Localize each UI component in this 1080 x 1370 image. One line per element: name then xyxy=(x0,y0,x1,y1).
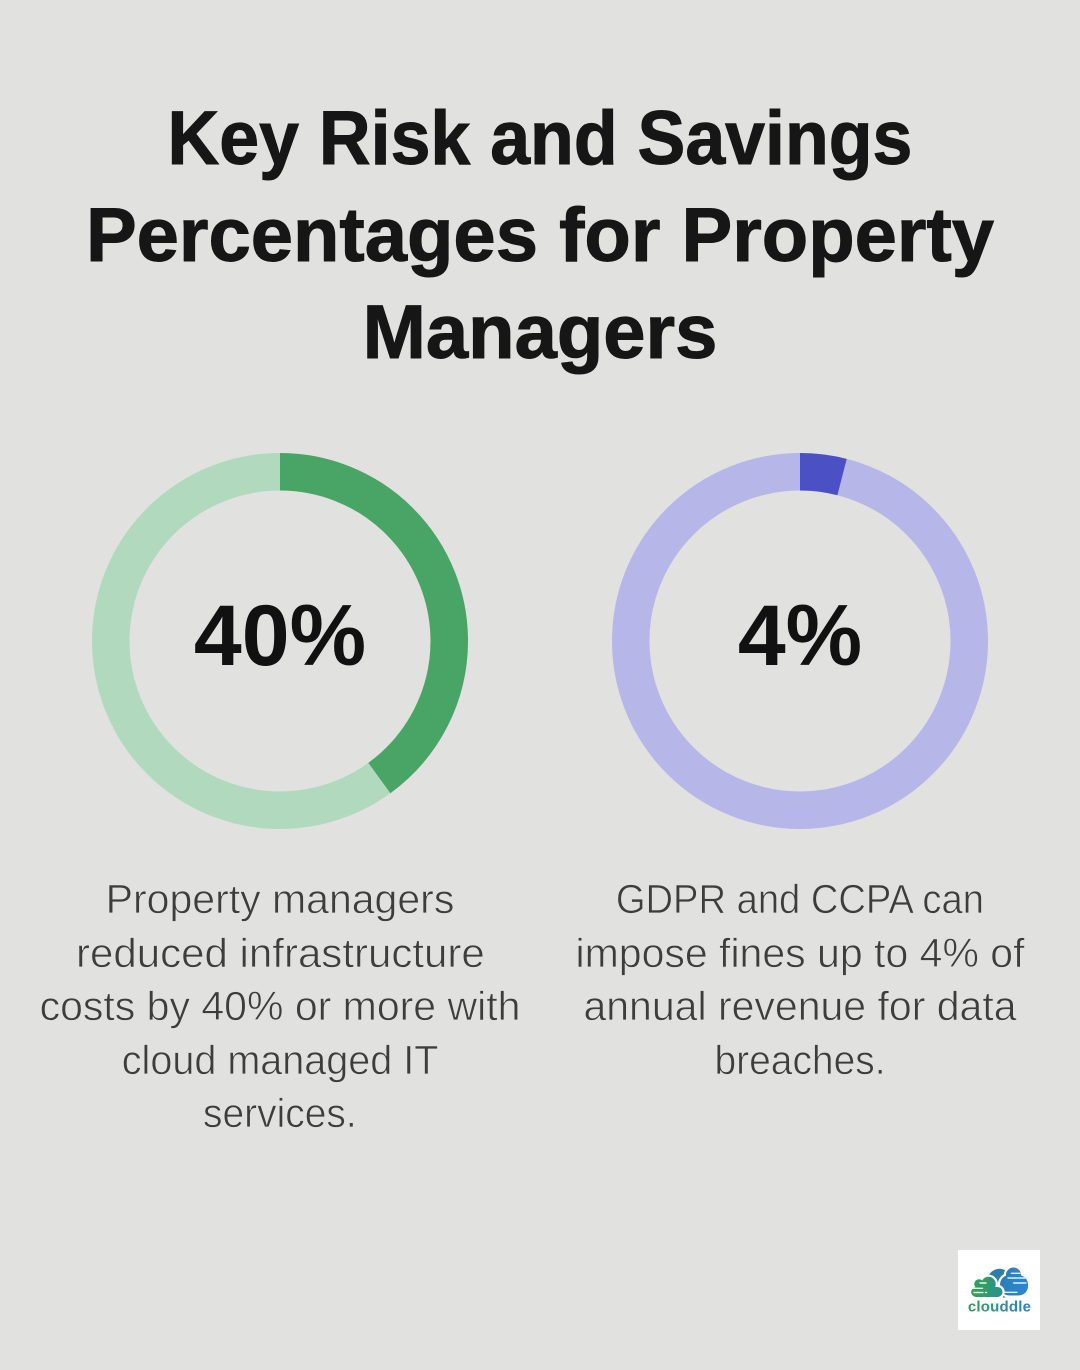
svg-text:clouddle: clouddle xyxy=(968,1299,1031,1316)
